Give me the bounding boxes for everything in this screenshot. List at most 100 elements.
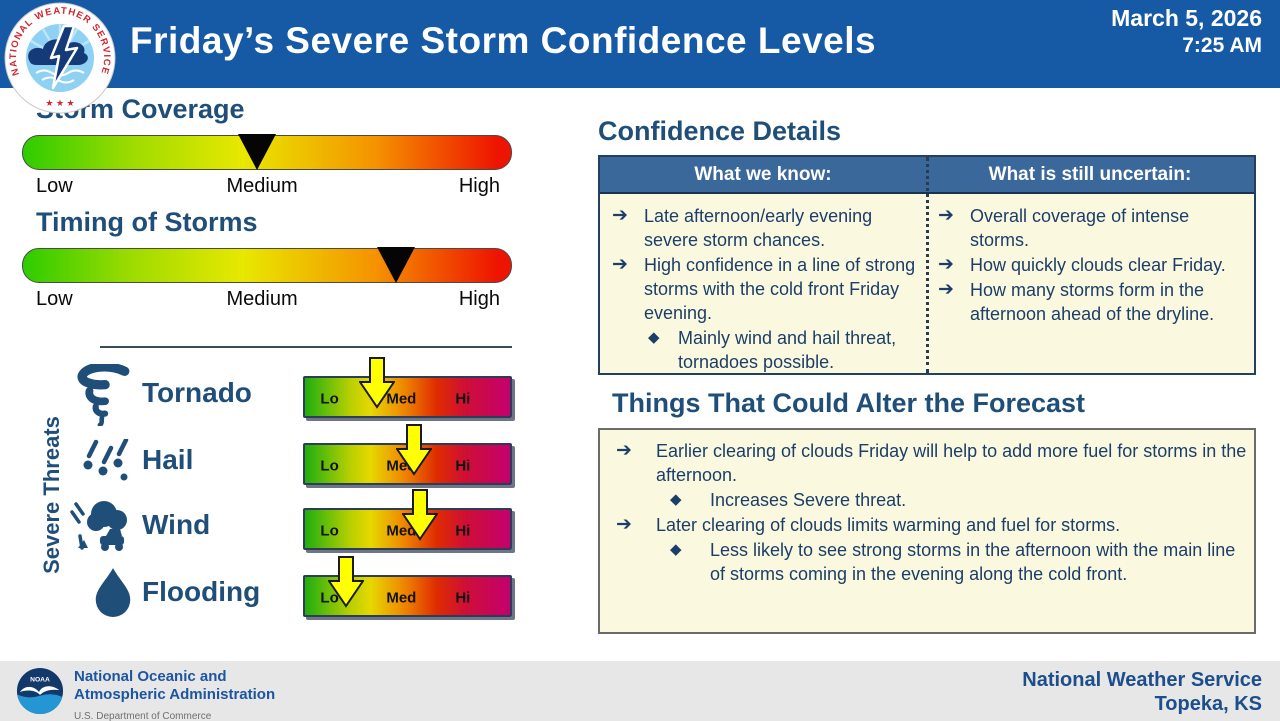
arrow-bullet-icon: ➔ xyxy=(612,205,628,226)
noaa-seal-text: NOAA xyxy=(30,676,50,683)
hail-icon xyxy=(82,437,132,485)
noaa-line1: National Oceanic and xyxy=(74,668,227,685)
bar-label-hi: Hi xyxy=(455,457,471,475)
arrow-bullet-icon: ➔ xyxy=(616,514,632,535)
arrow-bullet-icon: ➔ xyxy=(612,254,628,275)
list-item: ◆ Mainly wind and hail threat, tornadoes… xyxy=(636,326,922,374)
scale-label-low: Low xyxy=(36,288,73,310)
nws-seal-stars: ★ ★ ★ xyxy=(45,98,74,108)
nws-seal-icon: NATIONAL WEATHER SERVICE ★ ★ ★ xyxy=(4,2,116,114)
diamond-bullet-icon: ◆ xyxy=(670,541,682,558)
header-bar: Friday’s Severe Storm Confidence Levels … xyxy=(0,0,1280,88)
list-item: ➔ Late afternoon/early evening severe st… xyxy=(600,204,922,252)
scale-label-medium: Medium xyxy=(226,288,298,310)
diamond-bullet-icon: ◆ xyxy=(648,329,660,346)
threat-row-tornado: Tornado Lo Med Hi xyxy=(0,357,512,428)
threat-name: Hail xyxy=(142,444,194,475)
footer-bar: NOAA National Oceanic and Atmospheric Ad… xyxy=(0,661,1280,721)
bullet-text: Late afternoon/early evening severe stor… xyxy=(644,206,873,250)
list-item: ◆ Increases Severe threat. xyxy=(650,488,1254,512)
noaa-seal-icon: NOAA xyxy=(16,667,64,715)
bar-label-lo: Lo xyxy=(320,589,339,607)
scale-label-high: High xyxy=(458,288,500,310)
list-item: ➔ How many storms form in the afternoon … xyxy=(926,278,1250,326)
bar-label-lo: Lo xyxy=(320,457,339,475)
scale-label-medium: Medium xyxy=(226,175,298,197)
bullet-text: How quickly clouds clear Friday. xyxy=(970,255,1226,275)
threat-name: Flooding xyxy=(142,576,261,607)
bullet-text: Earlier clearing of clouds Friday will h… xyxy=(656,441,1247,485)
flooding-confidence-bar: Lo Med Hi xyxy=(303,556,512,617)
wfo-office-name: National Weather Service Topeka, KS xyxy=(1022,668,1262,716)
list-item: ➔ Overall coverage of intense storms. xyxy=(926,204,1250,252)
timing-scale: Low Medium High xyxy=(22,288,512,314)
list-item: ➔ How quickly clouds clear Friday. xyxy=(926,253,1250,277)
bullet-text: Mainly wind and hail threat, tornadoes p… xyxy=(678,328,897,372)
office-line2: Topeka, KS xyxy=(1154,693,1262,715)
page-title: Friday’s Severe Storm Confidence Levels xyxy=(130,20,877,61)
wind-icon xyxy=(70,498,134,556)
diamond-bullet-icon: ◆ xyxy=(670,491,682,508)
timing-gauge: Timing of Storms Low Medium High xyxy=(22,207,512,314)
bar-label-lo: Lo xyxy=(320,522,339,540)
bar-label-med: Med xyxy=(386,390,417,408)
threat-row-flooding: Flooding Lo Med Hi xyxy=(0,556,512,625)
know-column-header: What we know: xyxy=(600,157,926,194)
bullet-text: Less likely to see strong storms in the … xyxy=(710,540,1236,584)
threat-row-hail: Hail Lo Med Hi xyxy=(0,424,512,493)
arrow-bullet-icon: ➔ xyxy=(938,254,954,275)
timing-pointer xyxy=(376,246,416,284)
tornado-icon xyxy=(72,362,134,428)
storm-coverage-bar xyxy=(22,133,512,171)
threat-name: Tornado xyxy=(142,377,252,408)
tornado-level-arrow xyxy=(357,357,396,409)
scale-label-low: Low xyxy=(36,175,73,197)
noaa-line2: Atmospheric Administration xyxy=(74,686,276,703)
list-item: ➔ Earlier clearing of clouds Friday will… xyxy=(600,439,1254,487)
office-line1: National Weather Service xyxy=(1022,669,1262,691)
noaa-logo: NOAA xyxy=(16,667,64,715)
noaa-agency-name: National Oceanic and Atmospheric Adminis… xyxy=(74,668,275,721)
flooding-icon xyxy=(90,565,136,623)
section-divider xyxy=(100,346,512,348)
wind-confidence-bar: Lo Med Hi xyxy=(303,489,512,550)
bar-label-hi: Hi xyxy=(455,589,471,607)
timing-title: Timing of Storms xyxy=(36,207,258,237)
header-datetime: March 5, 2026 7:25 AM xyxy=(1111,5,1262,59)
threat-row-wind: Wind Lo Med Hi xyxy=(0,489,512,558)
yellow-down-arrow-icon xyxy=(394,424,433,476)
hail-confidence-bar: Lo Med Hi xyxy=(303,424,512,485)
storm-coverage-pointer xyxy=(237,133,277,171)
column-divider xyxy=(926,157,929,373)
arrow-bullet-icon: ➔ xyxy=(938,279,954,300)
list-item: ➔ High confidence in a line of strong st… xyxy=(600,253,922,325)
bullet-text: Increases Severe threat. xyxy=(710,490,907,510)
know-column-body: ➔ Late afternoon/early evening severe st… xyxy=(600,194,926,375)
list-item: ◆ Less likely to see strong storms in th… xyxy=(650,538,1254,586)
wind-level-arrow xyxy=(400,489,439,541)
bullet-text: High confidence in a line of strong stor… xyxy=(644,255,916,323)
bar-label-hi: Hi xyxy=(455,390,471,408)
down-triangle-icon xyxy=(377,247,416,283)
down-triangle-icon xyxy=(238,134,277,170)
uncertain-column-header: What is still uncertain: xyxy=(926,157,1254,194)
scale-label-high: High xyxy=(458,175,500,197)
bar-label-lo: Lo xyxy=(320,390,339,408)
flooding-level-arrow xyxy=(327,556,365,608)
bullet-text: How many storms form in the afternoon ah… xyxy=(970,280,1215,324)
arrow-bullet-icon: ➔ xyxy=(938,205,954,226)
storm-coverage-scale: Low Medium High xyxy=(22,175,512,201)
header-time: 7:25 AM xyxy=(1182,34,1262,57)
header-date: March 5, 2026 xyxy=(1111,5,1262,31)
yellow-down-arrow-icon xyxy=(327,556,365,608)
tornado-confidence-bar: Lo Med Hi xyxy=(303,357,512,418)
confidence-table: What we know: What is still uncertain: ➔… xyxy=(598,155,1256,375)
uncertain-column-body: ➔ Overall coverage of intense storms. ➔ … xyxy=(926,194,1254,375)
bar-label-med: Med xyxy=(386,522,417,540)
nws-logo: NATIONAL WEATHER SERVICE ★ ★ ★ xyxy=(4,2,116,114)
bar-label-hi: Hi xyxy=(455,522,471,540)
hail-level-arrow xyxy=(394,424,433,476)
timing-bar xyxy=(22,246,512,284)
noaa-department: U.S. Department of Commerce xyxy=(74,711,212,721)
